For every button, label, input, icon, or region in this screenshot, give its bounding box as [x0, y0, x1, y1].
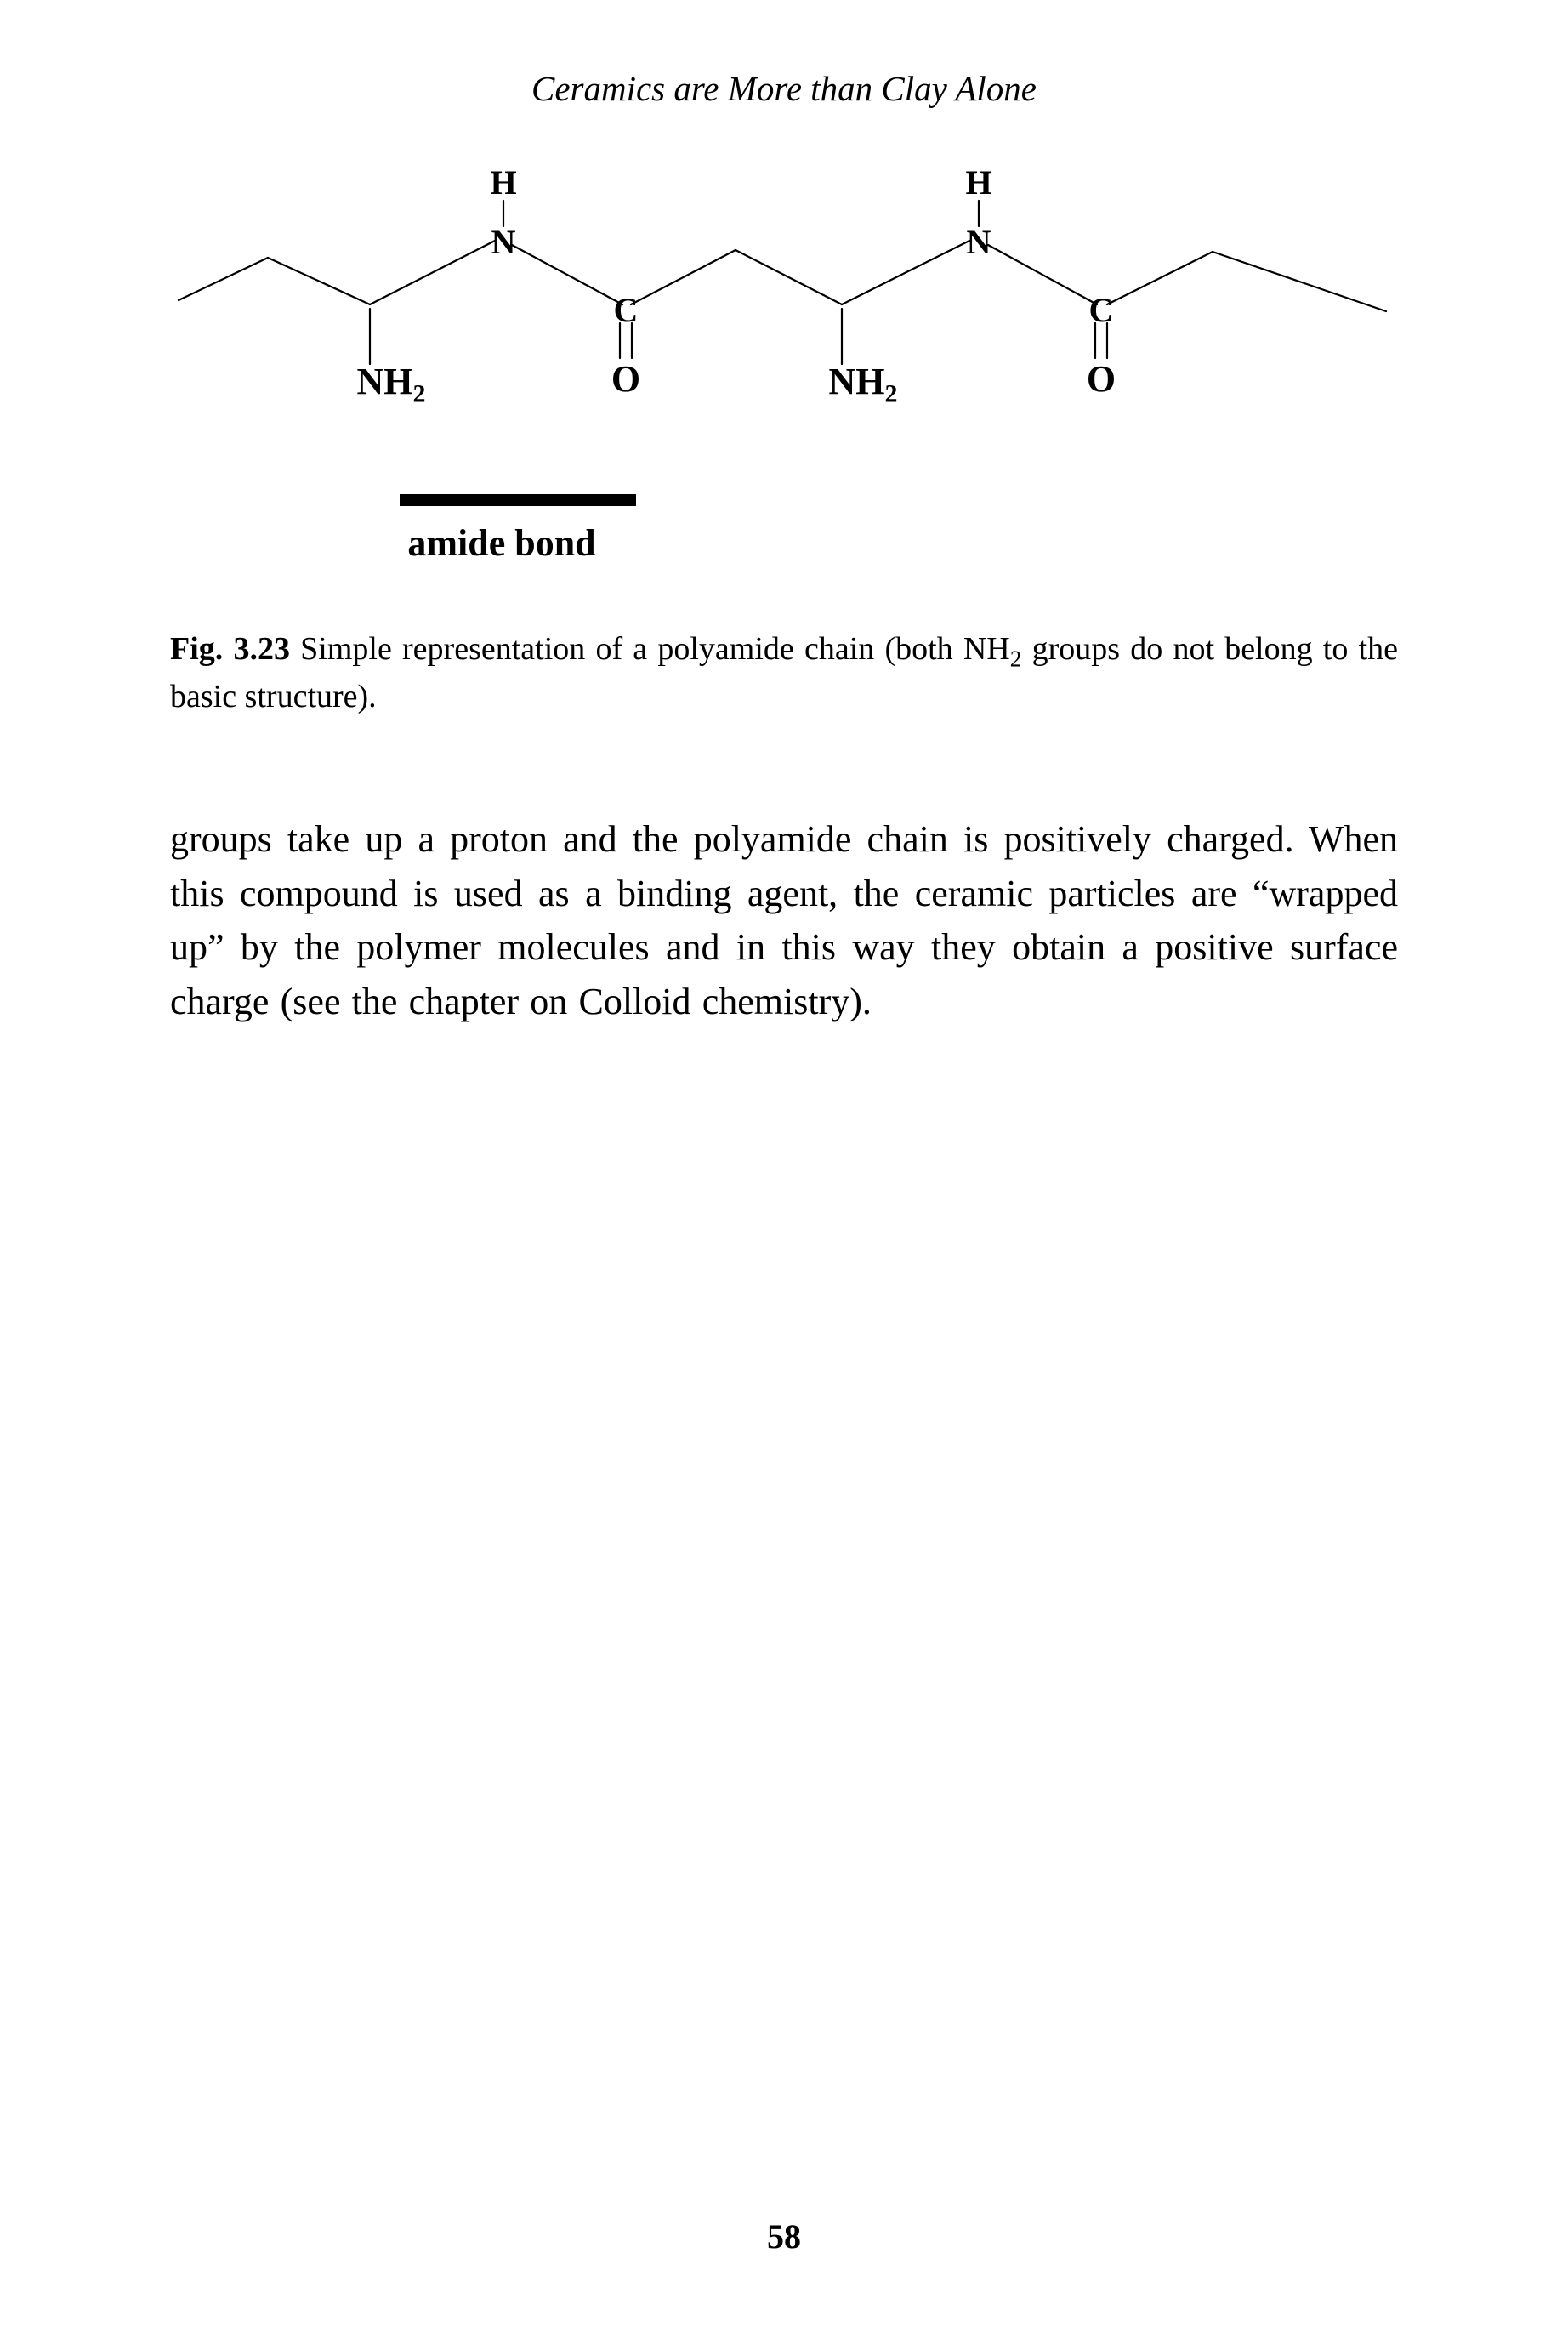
svg-text:H: H [965, 163, 991, 202]
svg-text:N: N [967, 223, 991, 261]
svg-text:C: C [614, 291, 639, 329]
running-header: Ceramics are More than Clay Alone [170, 68, 1398, 109]
figure-caption: Fig. 3.23 Simple representation of a pol… [170, 628, 1398, 719]
figure-caption-sub: 2 [1010, 646, 1022, 672]
svg-text:H: H [490, 163, 516, 202]
figure-polyamide-chain: HNCOHNCONH2NH2 amide bond [170, 160, 1398, 602]
atom-labels: HNCOHNCONH2NH2 [357, 163, 1116, 408]
svg-text:N: N [491, 223, 516, 261]
annotation-group: amide bond [400, 500, 636, 564]
svg-text:O: O [611, 358, 640, 400]
svg-text:O: O [1087, 358, 1116, 400]
figure-caption-text-1: Simple representation of a polyamide cha… [290, 631, 1010, 667]
svg-text:NH2: NH2 [357, 361, 426, 408]
figure-caption-label: Fig. 3.23 [170, 631, 290, 667]
svg-text:amide bond: amide bond [407, 522, 595, 564]
page-number: 58 [0, 2216, 1568, 2256]
bond-lines [179, 201, 1386, 364]
chemical-structure-svg: HNCOHNCONH2NH2 amide bond [170, 160, 1398, 602]
body-paragraph: groups take up a proton and the polyamid… [170, 812, 1398, 1029]
page: Ceramics are More than Clay Alone HNCOHN… [0, 0, 1568, 2350]
svg-text:NH2: NH2 [829, 361, 898, 408]
svg-text:C: C [1089, 291, 1114, 329]
